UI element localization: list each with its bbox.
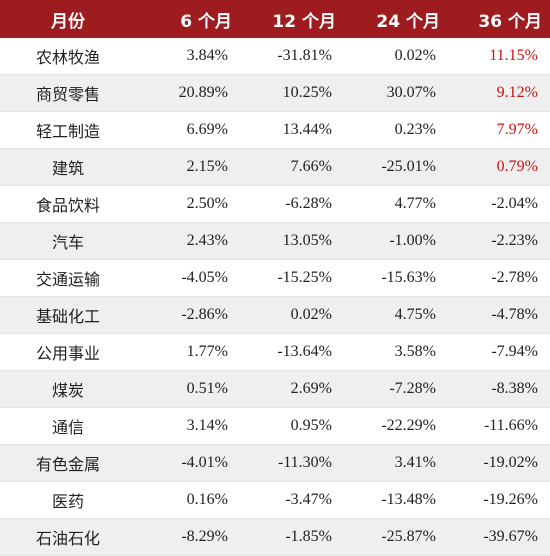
table-body: 农林牧渔 3.84% -31.81% 0.02% 11.15% 商贸零售 20.89% 10.… [0, 38, 550, 556]
industry-name-cell: 医药 [0, 481, 136, 519]
return-12m-cell: 0.02% [240, 296, 344, 334]
return-36m-cell: 9.12% [448, 74, 550, 112]
return-36m-cell: 7.97% [448, 111, 550, 149]
return-6m-cell: -8.29% [136, 518, 240, 556]
industry-name-cell: 有色金属 [0, 444, 136, 482]
return-6m-cell: 1.77% [136, 333, 240, 371]
return-6m-cell: 20.89% [136, 74, 240, 112]
table-row: 医药 0.16% -3.47% -13.48% -19.26% [0, 481, 550, 519]
return-24m-cell: -13.48% [344, 481, 448, 519]
return-36m-cell: -7.94% [448, 333, 550, 371]
header-36m: 36 个月 [448, 0, 550, 38]
return-36m-cell: 0.79% [448, 148, 550, 186]
industry-name-cell: 煤炭 [0, 370, 136, 408]
return-12m-cell: 2.69% [240, 370, 344, 408]
header-24m: 24 个月 [344, 0, 448, 38]
return-6m-cell: 0.51% [136, 370, 240, 408]
return-24m-cell: -15.63% [344, 259, 448, 297]
return-12m-cell: 13.44% [240, 111, 344, 149]
return-24m-cell: 0.23% [344, 111, 448, 149]
return-12m-cell: -31.81% [240, 38, 344, 75]
return-12m-cell: -6.28% [240, 185, 344, 223]
return-24m-cell: 3.41% [344, 444, 448, 482]
industry-name-cell: 基础化工 [0, 296, 136, 334]
return-12m-cell: 0.95% [240, 407, 344, 445]
industry-name-cell: 建筑 [0, 148, 136, 186]
return-36m-cell: -19.02% [448, 444, 550, 482]
table-row: 商贸零售 20.89% 10.25% 30.07% 9.12% [0, 74, 550, 112]
return-24m-cell: -25.01% [344, 148, 448, 186]
return-24m-cell: 30.07% [344, 74, 448, 112]
return-12m-cell: -15.25% [240, 259, 344, 297]
return-6m-cell: 3.14% [136, 407, 240, 445]
table-row: 煤炭 0.51% 2.69% -7.28% -8.38% [0, 370, 550, 408]
return-6m-cell: 2.50% [136, 185, 240, 223]
industry-name-cell: 汽车 [0, 222, 136, 260]
return-24m-cell: -1.00% [344, 222, 448, 260]
return-6m-cell: 0.16% [136, 481, 240, 519]
return-24m-cell: 3.58% [344, 333, 448, 371]
header-6m: 6 个月 [136, 0, 240, 38]
return-6m-cell: 3.84% [136, 38, 240, 75]
return-6m-cell: 6.69% [136, 111, 240, 149]
return-12m-cell: 7.66% [240, 148, 344, 186]
return-36m-cell: -11.66% [448, 407, 550, 445]
return-24m-cell: 4.77% [344, 185, 448, 223]
industry-name-cell: 通信 [0, 407, 136, 445]
return-36m-cell: -4.78% [448, 296, 550, 334]
industry-name-cell: 轻工制造 [0, 111, 136, 149]
table-row: 石油石化 -8.29% -1.85% -25.87% -39.67% [0, 518, 550, 556]
table-header: 月份 6 个月 12 个月 24 个月 36 个月 [0, 0, 550, 38]
return-6m-cell: -4.01% [136, 444, 240, 482]
return-24m-cell: 0.02% [344, 38, 448, 75]
return-6m-cell: 2.43% [136, 222, 240, 260]
table-row: 食品饮料 2.50% -6.28% 4.77% -2.04% [0, 185, 550, 223]
industry-name-cell: 商贸零售 [0, 74, 136, 112]
return-24m-cell: -7.28% [344, 370, 448, 408]
return-36m-cell: -2.23% [448, 222, 550, 260]
industry-name-cell: 食品饮料 [0, 185, 136, 223]
table-row: 公用事业 1.77% -13.64% 3.58% -7.94% [0, 333, 550, 371]
table-row: 有色金属 -4.01% -11.30% 3.41% -19.02% [0, 444, 550, 482]
table-row: 汽车 2.43% 13.05% -1.00% -2.23% [0, 222, 550, 260]
table-row: 基础化工 -2.86% 0.02% 4.75% -4.78% [0, 296, 550, 334]
industry-name-cell: 石油石化 [0, 518, 136, 556]
header-row: 月份 6 个月 12 个月 24 个月 36 个月 [0, 0, 550, 38]
return-12m-cell: 10.25% [240, 74, 344, 112]
return-12m-cell: -3.47% [240, 481, 344, 519]
return-12m-cell: -13.64% [240, 333, 344, 371]
return-36m-cell: 11.15% [448, 38, 550, 75]
return-24m-cell: -25.87% [344, 518, 448, 556]
industry-name-cell: 交通运输 [0, 259, 136, 297]
return-24m-cell: -22.29% [344, 407, 448, 445]
header-12m: 12 个月 [240, 0, 344, 38]
return-12m-cell: -11.30% [240, 444, 344, 482]
table-row: 建筑 2.15% 7.66% -25.01% 0.79% [0, 148, 550, 186]
return-12m-cell: -1.85% [240, 518, 344, 556]
table-row: 通信 3.14% 0.95% -22.29% -11.66% [0, 407, 550, 445]
return-36m-cell: -8.38% [448, 370, 550, 408]
return-36m-cell: -2.04% [448, 185, 550, 223]
return-12m-cell: 13.05% [240, 222, 344, 260]
return-24m-cell: 4.75% [344, 296, 448, 334]
industry-name-cell: 公用事业 [0, 333, 136, 371]
return-6m-cell: 2.15% [136, 148, 240, 186]
return-36m-cell: -39.67% [448, 518, 550, 556]
return-36m-cell: -2.78% [448, 259, 550, 297]
return-36m-cell: -19.26% [448, 481, 550, 519]
header-month: 月份 [0, 0, 136, 38]
return-6m-cell: -4.05% [136, 259, 240, 297]
table-row: 轻工制造 6.69% 13.44% 0.23% 7.97% [0, 111, 550, 149]
table-row: 农林牧渔 3.84% -31.81% 0.02% 11.15% [0, 38, 550, 75]
table-row: 交通运输 -4.05% -15.25% -15.63% -2.78% [0, 259, 550, 297]
return-6m-cell: -2.86% [136, 296, 240, 334]
industry-name-cell: 农林牧渔 [0, 38, 136, 75]
